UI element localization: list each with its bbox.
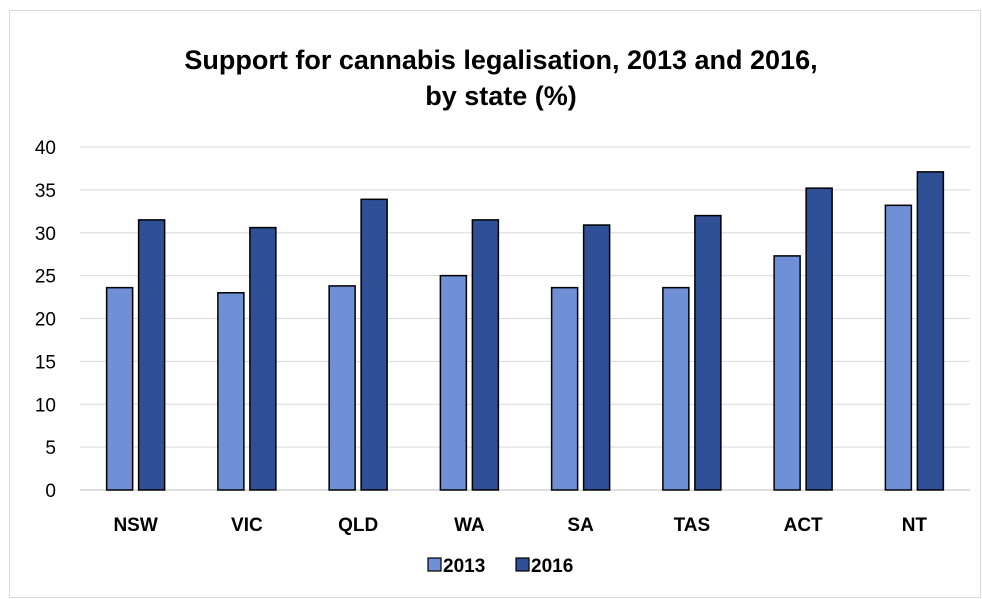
- y-axis-ticks: 0 5 10 15 20 25 30 35 40: [35, 138, 56, 502]
- x-category-label: VIC: [231, 515, 263, 536]
- x-category-label: QLD: [338, 515, 378, 536]
- x-category-label: SA: [567, 515, 594, 536]
- bar-2016-nt: [916, 171, 945, 491]
- bar-2016-act: [805, 187, 833, 491]
- bar-2013-vic: [217, 292, 245, 491]
- bar-2016-tas: [694, 214, 722, 491]
- bar-2013-wa: [439, 274, 468, 491]
- legend: 2013 2016: [427, 556, 573, 577]
- bar-2013-qld: [328, 285, 356, 491]
- bar-2013-sa: [550, 286, 579, 491]
- bar-2013-nsw: [105, 286, 134, 491]
- bar-2016-vic: [249, 226, 277, 491]
- bar-2013-act: [773, 255, 801, 491]
- chart-title-line-2: by state (%): [425, 81, 577, 111]
- legend-swatch-2016: [515, 557, 530, 572]
- x-category-label: NSW: [113, 515, 157, 536]
- bar-2013-nt: [884, 204, 913, 491]
- y-tick-label: 5: [45, 438, 56, 459]
- y-tick-label: 15: [35, 352, 56, 373]
- bar-2013-tas: [662, 286, 690, 491]
- y-tick-label: 25: [35, 267, 56, 288]
- y-tick-label: 40: [35, 138, 56, 159]
- y-tick-label: 35: [35, 181, 56, 202]
- y-tick-label: 10: [35, 395, 56, 416]
- bar-2016-sa: [582, 224, 611, 491]
- bar-2016-qld: [360, 198, 388, 491]
- bar-chart: Support for cannabis legalisation, 2013 …: [35, 45, 970, 577]
- chart-frame: Support for cannabis legalisation, 2013 …: [9, 10, 981, 598]
- x-category-label: ACT: [784, 515, 823, 536]
- y-tick-label: 0: [45, 481, 56, 502]
- gridlines: [80, 146, 970, 491]
- legend-label-2013: 2013: [443, 556, 485, 577]
- bars: [105, 171, 945, 491]
- x-category-label: TAS: [674, 515, 711, 536]
- x-axis-categories: NSW VIC QLD WA SA TAS ACT NT: [113, 515, 927, 536]
- y-tick-label: 20: [35, 310, 56, 331]
- legend-label-2016: 2016: [531, 556, 573, 577]
- legend-swatch-2013: [427, 557, 442, 572]
- y-tick-label: 30: [35, 224, 56, 245]
- x-category-label: WA: [454, 515, 485, 536]
- x-category-label: NT: [902, 515, 928, 536]
- bar-2016-wa: [471, 219, 500, 491]
- bar-2016-nsw: [137, 219, 166, 491]
- chart-title-line-1: Support for cannabis legalisation, 2013 …: [184, 45, 817, 75]
